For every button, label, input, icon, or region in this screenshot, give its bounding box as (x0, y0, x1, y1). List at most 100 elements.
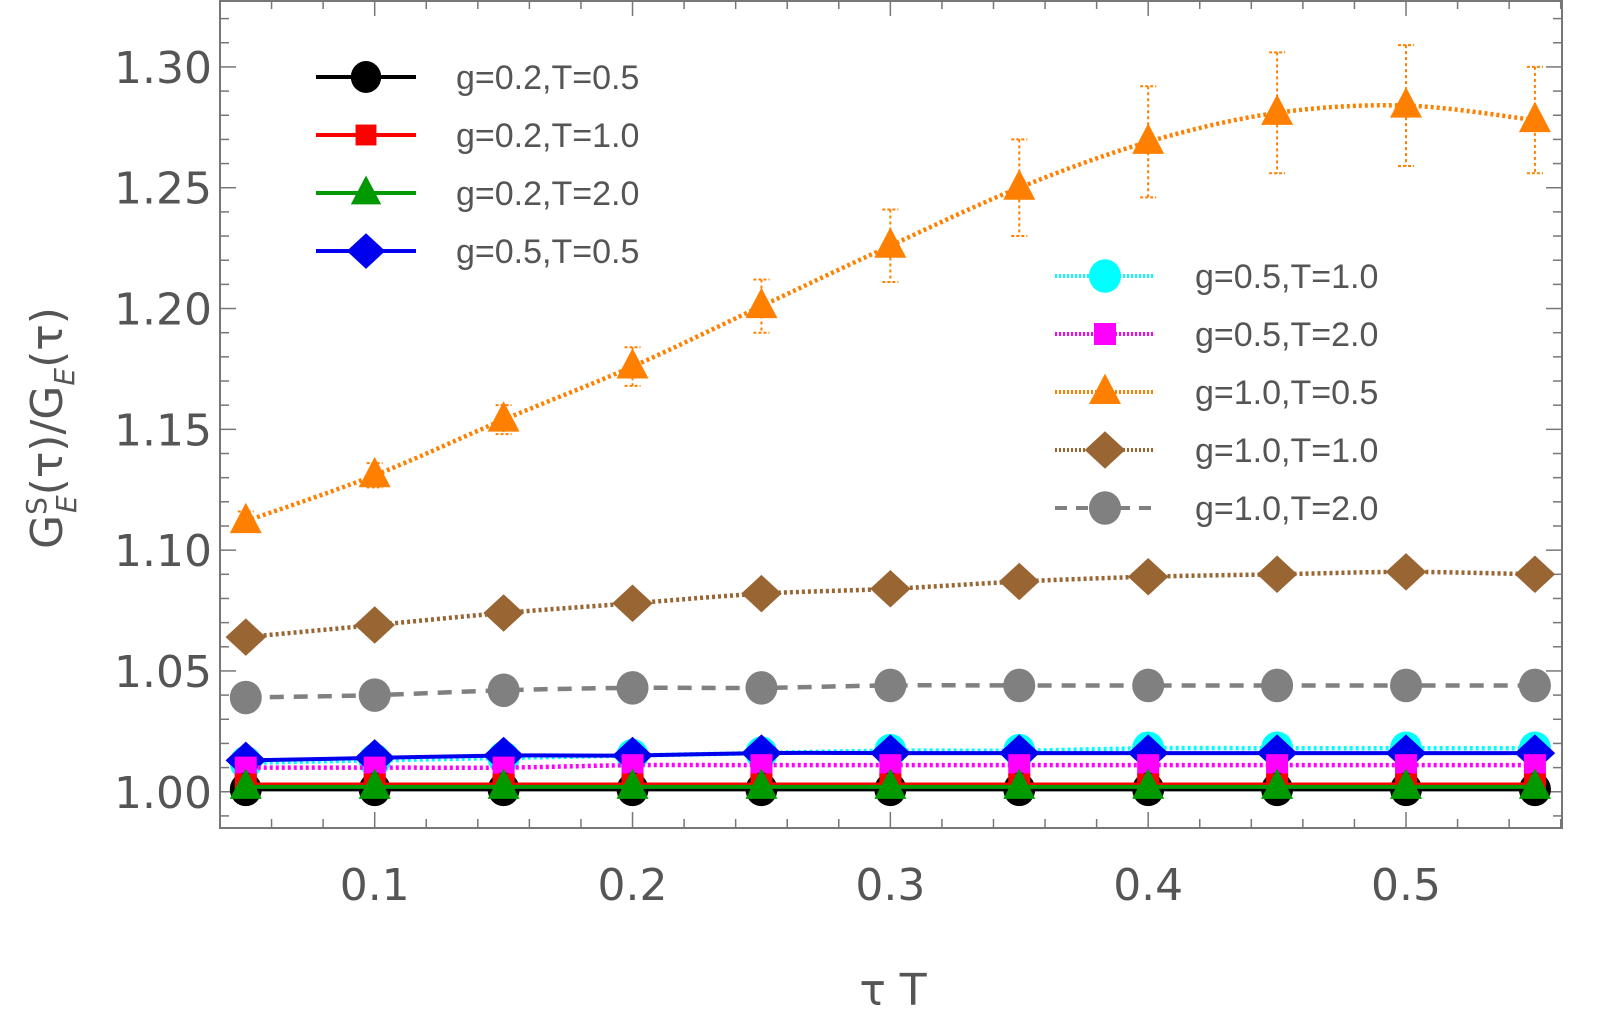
data-point (1003, 169, 1036, 200)
data-point (1256, 555, 1298, 594)
legend-swatch-marker (350, 61, 382, 93)
plot-border (219, 0, 1563, 829)
legend-label: g=0.5,T=1.0 (1195, 258, 1378, 296)
data-point (1261, 668, 1294, 703)
data-point (1518, 668, 1551, 703)
legend-label: g=0.2,T=2.0 (456, 175, 639, 213)
data-point (874, 668, 907, 703)
legend-label: g=0.5,T=2.0 (1195, 316, 1378, 354)
legend-swatch-marker (1089, 373, 1121, 404)
legend-swatch-marker (346, 233, 386, 269)
y-tick-label: 1.05 (114, 647, 212, 698)
data-point (1523, 754, 1546, 777)
data-point (1137, 754, 1160, 777)
legend-swatch-marker (1094, 323, 1116, 345)
y-tick-label: 1.10 (114, 526, 212, 577)
series-g-1-0-t-1-0 (225, 553, 1556, 656)
y-tick-label: 1.20 (114, 285, 212, 336)
legend-entry: g=0.2,T=0.5 (316, 59, 639, 97)
data-point (358, 768, 391, 799)
data-point (1132, 123, 1165, 154)
data-point (1003, 668, 1036, 703)
x-tick-label: 0.4 (1113, 860, 1183, 911)
x-tick-label: 0.5 (1371, 860, 1441, 911)
data-point (1390, 87, 1423, 118)
data-point (1518, 101, 1551, 133)
y-label-sup: S (20, 497, 53, 515)
data-point (1518, 768, 1551, 799)
legend-swatch-marker (1084, 431, 1126, 469)
data-point (354, 606, 395, 644)
data-point (1261, 94, 1294, 125)
legend-swatch-marker (350, 175, 382, 205)
x-tick-label: 0.2 (598, 860, 668, 911)
legend-label: g=0.2,T=1.0 (456, 117, 639, 155)
series-line (245, 683, 1535, 700)
legend-label: g=0.5,T=0.5 (456, 233, 639, 271)
data-point (741, 574, 782, 613)
legend-entry: g=0.5,T=2.0 (1055, 316, 1378, 354)
data-point (234, 756, 257, 779)
y-axis-label: GSE(τ)/GE(τ) (20, 307, 83, 549)
legend-swatch-marker (1089, 491, 1121, 525)
data-point (358, 456, 391, 488)
x-tick-label: 0.3 (855, 860, 925, 911)
data-point (1132, 668, 1165, 703)
legend-entry: g=1.0,T=0.5 (1055, 373, 1378, 412)
data-point (621, 754, 644, 777)
legend-entry: g=1.0,T=2.0 (1055, 490, 1378, 528)
legend-label: g=0.2,T=0.5 (456, 59, 639, 97)
legend-top-left: g=0.2,T=0.5 g=0.2,T=1.0 g=0.2,T=2.0 g=0.5,T… (316, 59, 639, 271)
x-tick-label: 0.1 (340, 860, 410, 911)
data-point (616, 671, 649, 705)
x-axis-label: τ T (859, 965, 926, 1016)
series-g-0-5-t-2-0 (234, 754, 1546, 779)
series-layer (225, 44, 1556, 807)
series-line (245, 103, 1536, 524)
data-point (1395, 754, 1418, 777)
series-g-1-0-t-2-0 (229, 668, 1551, 715)
y-label-sub: E (50, 495, 83, 513)
data-point (1008, 754, 1031, 777)
legend-entry: g=0.2,T=2.0 (316, 175, 639, 213)
data-point (999, 562, 1040, 601)
data-point (229, 680, 262, 715)
legend-entry: g=1.0,T=1.0 (1055, 431, 1378, 470)
y-label-sub2: E (48, 368, 81, 386)
data-point (879, 754, 902, 777)
data-point (870, 570, 911, 608)
data-point (363, 756, 386, 779)
y-label-mid: (τ)/G (22, 386, 73, 496)
data-point (745, 768, 778, 799)
y-tick-label: 1.30 (114, 43, 212, 94)
series-g-1-0-t-0-5 (229, 44, 1551, 534)
data-point (487, 401, 520, 432)
legend-swatch-marker (1089, 259, 1121, 293)
plot-frame (219, 0, 1563, 829)
data-point (1261, 768, 1294, 799)
y-tick-label: 1.00 (114, 768, 212, 819)
legend-swatch-marker (355, 124, 377, 146)
legend-entry: g=0.2,T=1.0 (316, 117, 639, 155)
legend-layer: g=0.2,T=0.5 g=0.2,T=1.0 g=0.2,T=2.0 g=0.5,T… (316, 59, 1378, 528)
legend-label: g=1.0,T=0.5 (1195, 374, 1378, 412)
data-point (750, 754, 773, 777)
data-point (492, 756, 515, 779)
data-point (1514, 555, 1556, 594)
data-point (616, 768, 649, 799)
axis-ticks: 0.1 0.2 0.3 0.4 0.5 1.00 1.05 1.10 1.15 1.20 1.25 1… (114, 0, 1562, 911)
data-point (616, 348, 649, 379)
data-point (483, 594, 524, 632)
y-label-g: G (22, 515, 73, 549)
data-point (1385, 553, 1427, 591)
data-point (229, 768, 262, 799)
data-point (1003, 768, 1036, 799)
legend-center-right: g=0.5,T=1.0 g=0.5,T=2.0 g=1.0,T=0.5 g=1.0,T… (1055, 258, 1378, 528)
legend-entry: g=0.5,T=1.0 (1055, 258, 1378, 296)
legend-label: g=1.0,T=2.0 (1195, 490, 1378, 528)
legend-entry: g=0.5,T=0.5 (316, 233, 639, 271)
y-tick-label: 1.25 (114, 164, 212, 215)
data-point (874, 768, 907, 799)
data-point (745, 671, 778, 705)
